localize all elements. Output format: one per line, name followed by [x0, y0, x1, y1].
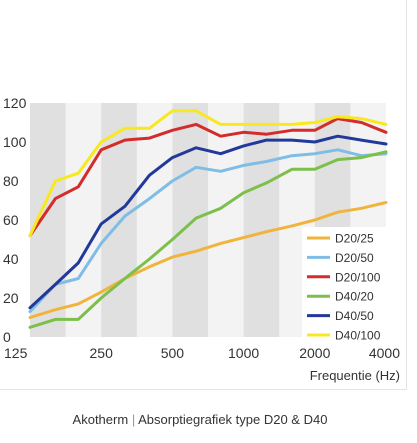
- x-tick-label: 125: [4, 345, 28, 361]
- x-tick-label: 1000: [228, 345, 259, 361]
- legend-label: D40/20: [335, 290, 374, 304]
- y-tick-label: 40: [3, 251, 19, 267]
- series-line-d20-25: [28, 201, 388, 319]
- x-tick-label: 250: [90, 345, 114, 361]
- y-tick-label: 80: [3, 173, 19, 189]
- legend-box: [302, 227, 386, 344]
- legend-label: D20/100: [335, 270, 381, 284]
- x-axis-label: Frequentie (Hz): [310, 368, 400, 383]
- y-tick-label: 100: [3, 134, 27, 150]
- y-tick-label: 120: [3, 95, 27, 111]
- y-tick-label: 60: [3, 212, 19, 228]
- legend-label: D40/100: [335, 329, 381, 343]
- series-line-d40-20: [28, 150, 388, 329]
- series-line-d20-100: [28, 117, 388, 238]
- series-lines: [28, 109, 388, 329]
- y-tick-label: 0: [3, 329, 11, 345]
- x-tick-label: 500: [161, 345, 185, 361]
- series-line-d40-50: [28, 134, 388, 310]
- legend: D20/25 D20/50 D20/100 D40/20 D40/50 D40/100: [302, 227, 386, 344]
- legend-label: D20/50: [335, 251, 374, 265]
- caption-brand: Akotherm: [72, 412, 129, 427]
- caption-separator: |: [131, 412, 136, 427]
- figure-caption: Akotherm | Absorptiegrafiek type D20 & D…: [0, 412, 400, 427]
- y-axis: 0 20 40 60 80 100 120: [3, 95, 27, 345]
- legend-label: D40/50: [335, 309, 374, 323]
- absorption-chart: 0 20 40 60 80 100 120 125 250 500 1000 2000 4000 Fr…: [3, 95, 400, 383]
- band-500: [172, 103, 208, 337]
- y-tick-label: 20: [3, 290, 19, 306]
- x-axis: 125 250 500 1000 2000 4000: [4, 345, 400, 361]
- legend-label: D20/25: [335, 232, 374, 246]
- series-line-d40-100: [28, 109, 388, 238]
- band-1000: [243, 103, 280, 337]
- chart-frame: [0, 0, 407, 390]
- x-tick-label: 4000: [369, 345, 400, 361]
- series-line-d20-50: [28, 148, 388, 314]
- x-tick-label: 2000: [299, 345, 330, 361]
- caption-text: Absorptiegrafiek type D20 & D40: [138, 412, 328, 427]
